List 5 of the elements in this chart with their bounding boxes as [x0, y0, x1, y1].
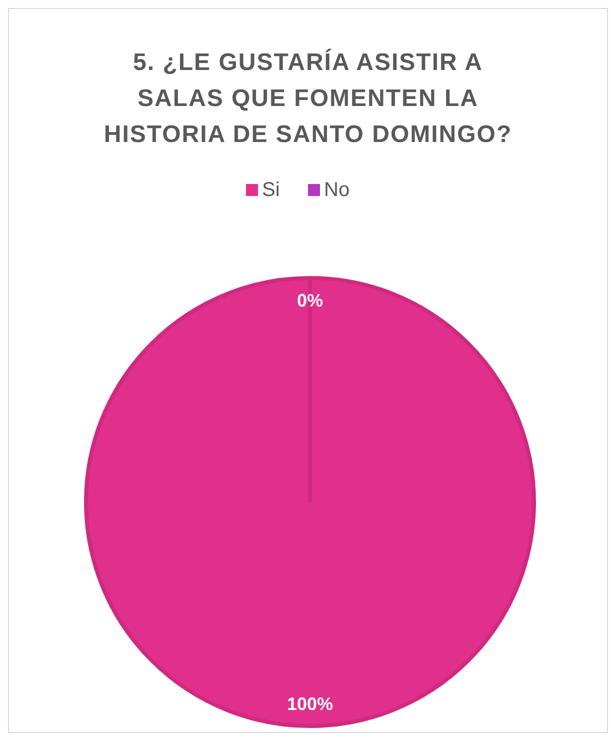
chart-title: 5. ¿LE GUSTARÍA ASISTIR A SALAS QUE FOMENTEN LA HISTORIA DE SANTO DOMINGO?	[104, 48, 512, 148]
text: 0%	[296, 290, 324, 311]
legend-label: Si	[262, 179, 280, 201]
data-label: 100%	[286, 694, 334, 714]
legend-label: No	[324, 179, 350, 201]
